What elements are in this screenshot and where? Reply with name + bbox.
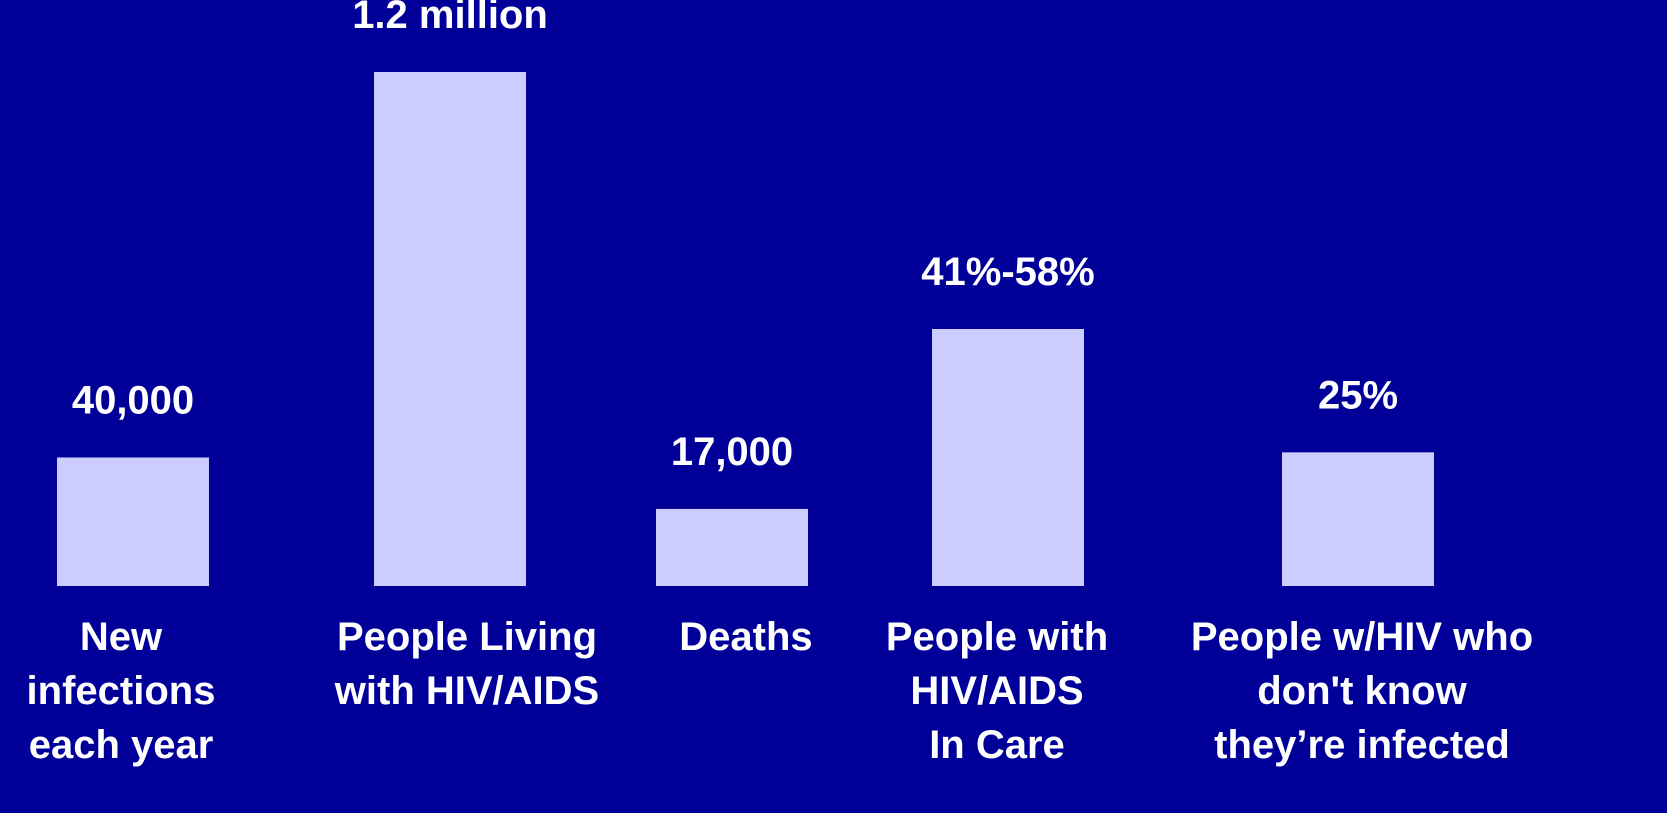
- bar: [57, 457, 209, 586]
- bar: [1282, 452, 1434, 586]
- category-label-line: People Living: [337, 615, 597, 659]
- category-label-line: with HIV/AIDS: [334, 669, 599, 713]
- category-label-line: People with: [886, 615, 1108, 659]
- category-label: People Living with HIV/AIDS: [334, 615, 599, 713]
- bar: [932, 329, 1084, 586]
- data-label: 41%-58%: [921, 250, 1094, 294]
- category-label-line: each year: [29, 723, 214, 767]
- data-label: 17,000: [671, 430, 793, 474]
- data-label: 25%: [1318, 373, 1398, 417]
- bars-group: [57, 72, 1434, 586]
- category-label: Deaths: [679, 615, 812, 659]
- category-label-line: Deaths: [679, 615, 812, 659]
- data-label: 40,000: [72, 379, 194, 423]
- category-label-line: New: [80, 615, 163, 659]
- category-label: New infections each year: [27, 615, 216, 767]
- value-labels-group: 40,000 1.2 million 17,000 41%-58% 25%: [72, 0, 1398, 474]
- bar: [374, 72, 526, 586]
- category-label: People w/HIV who don't know they’re infect…: [1191, 615, 1533, 767]
- data-label: 1.2 million: [352, 0, 548, 37]
- category-label: People with HIV/AIDS In Care: [886, 615, 1108, 767]
- category-label-line: HIV/AIDS: [910, 669, 1083, 713]
- bar: [656, 508, 808, 586]
- category-label-line: don't know: [1257, 669, 1467, 713]
- category-label-line: People w/HIV who: [1191, 615, 1533, 659]
- category-label-line: infections: [27, 669, 216, 713]
- category-label-line: In Care: [929, 723, 1065, 767]
- category-labels-group: New infections each year People Living with …: [27, 615, 1534, 767]
- category-label-line: they’re infected: [1214, 723, 1510, 767]
